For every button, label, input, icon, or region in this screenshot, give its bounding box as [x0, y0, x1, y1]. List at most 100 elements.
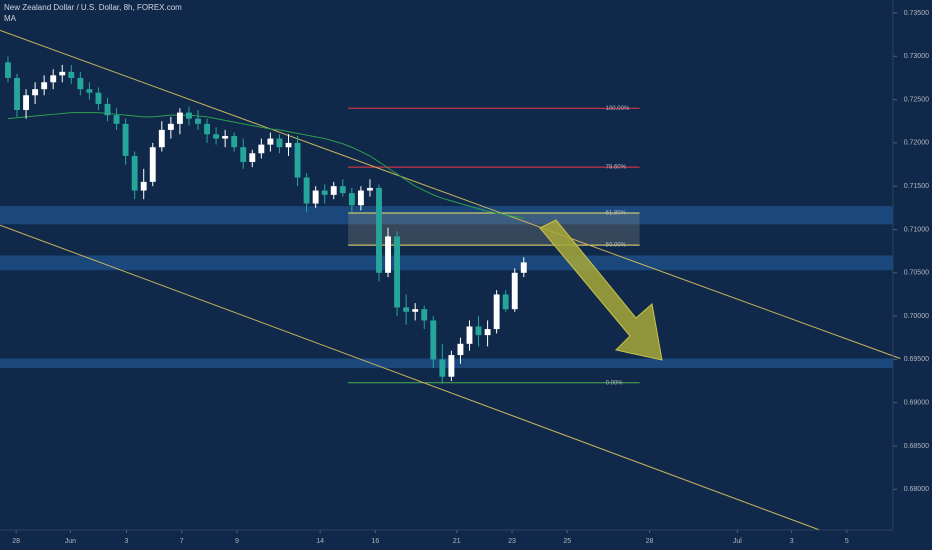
x-tick-label: 28 — [646, 538, 654, 545]
candle-body — [520, 262, 527, 273]
candle-body — [385, 236, 391, 273]
candle-body — [149, 147, 156, 182]
y-tick-label: 0.73000 — [904, 53, 929, 60]
chart-title: New Zealand Dollar / U.S. Dollar, 8h, FO… — [4, 3, 182, 12]
candle-body — [122, 123, 129, 156]
candle-body — [176, 112, 183, 124]
fib-label: 50.00% — [606, 243, 627, 249]
zone — [0, 255, 893, 271]
zone — [0, 358, 893, 369]
candle-body — [140, 181, 147, 191]
candle-body — [50, 75, 57, 83]
candle-body — [249, 153, 256, 162]
candle-body — [348, 193, 355, 206]
candle-body — [186, 112, 192, 119]
candle-body — [357, 190, 364, 206]
y-tick-label: 0.68000 — [904, 486, 929, 493]
candle-body — [303, 177, 310, 204]
ma-line — [7, 112, 524, 219]
candle-body — [312, 190, 319, 204]
x-tick-label: Jun — [65, 538, 76, 545]
x-tick-label: Jul — [733, 538, 742, 545]
candle-body — [276, 138, 283, 148]
candle-body — [394, 236, 401, 308]
candle-body — [502, 294, 509, 310]
x-tick-label: 28 — [12, 538, 20, 545]
y-tick-label: 0.69000 — [904, 400, 929, 407]
x-tick-label: 7 — [180, 538, 184, 545]
fib-fill — [348, 213, 640, 246]
y-tick-label: 0.71500 — [904, 183, 929, 190]
candle-body — [475, 326, 482, 336]
candle-body — [204, 123, 210, 135]
y-tick-label: 0.70500 — [904, 270, 929, 277]
candle-body — [448, 355, 455, 377]
candle-body — [466, 326, 473, 344]
fib-label: 78.60% — [606, 165, 627, 171]
trendline — [0, 224, 820, 531]
candle-body — [321, 190, 328, 195]
x-tick-label: 23 — [508, 538, 516, 545]
y-tick-label: 0.73500 — [904, 10, 929, 17]
y-tick-label: 0.68500 — [904, 443, 929, 450]
arrow — [539, 219, 663, 361]
candle-body — [376, 187, 382, 273]
fib-label: 61.80% — [606, 211, 627, 217]
candle-body — [86, 89, 93, 93]
trendline — [0, 29, 901, 359]
y-tick-label: 0.72500 — [904, 96, 929, 103]
candle-body — [484, 329, 491, 336]
candle-body — [511, 272, 518, 310]
y-tick-label: 0.70000 — [904, 313, 929, 320]
candle-body — [113, 115, 120, 124]
candle-body — [403, 307, 410, 312]
y-tick-label: 0.69500 — [904, 356, 929, 363]
x-tick-label: 3 — [790, 538, 794, 545]
candle-body — [267, 138, 274, 145]
fib-label: 100.00% — [606, 106, 630, 112]
x-tick-label: 3 — [125, 538, 129, 545]
indicator-label: MA — [4, 14, 17, 23]
candle-body — [95, 92, 102, 104]
candle-body — [330, 186, 337, 195]
candle-body — [339, 186, 346, 194]
candle-body — [240, 147, 247, 162]
candle-body — [294, 142, 301, 178]
x-tick-label: 21 — [453, 538, 461, 545]
candle-body — [167, 123, 174, 130]
zone — [0, 206, 893, 225]
candle-body — [367, 187, 373, 191]
candle-body — [131, 155, 138, 191]
candle-body — [158, 129, 165, 148]
candle-body — [213, 134, 220, 139]
candle-body — [68, 71, 75, 78]
x-tick-label: 14 — [316, 538, 324, 545]
candle-body — [430, 320, 437, 360]
candle-body — [439, 359, 446, 377]
candle-body — [195, 118, 201, 124]
x-tick-label: 9 — [235, 538, 239, 545]
candle-body — [104, 103, 111, 116]
candle-body — [222, 135, 229, 139]
candle-body — [23, 95, 30, 110]
x-tick-label: 25 — [563, 538, 571, 545]
x-tick-label: 16 — [371, 538, 379, 545]
candle-body — [41, 82, 48, 90]
fib-label: 0.00% — [606, 380, 624, 386]
y-tick-label: 0.71000 — [904, 226, 929, 233]
candle-body — [457, 343, 464, 356]
candle-body — [5, 62, 11, 78]
y-tick-label: 0.72000 — [904, 140, 929, 147]
candle-body — [412, 309, 419, 312]
candle-body — [59, 71, 66, 76]
candle-body — [258, 144, 265, 154]
candle-body — [231, 135, 238, 148]
candle-body — [493, 294, 500, 330]
candle-body — [285, 142, 292, 148]
candle-body — [77, 77, 84, 90]
candle-body — [32, 89, 39, 96]
candle-body — [14, 77, 20, 110]
